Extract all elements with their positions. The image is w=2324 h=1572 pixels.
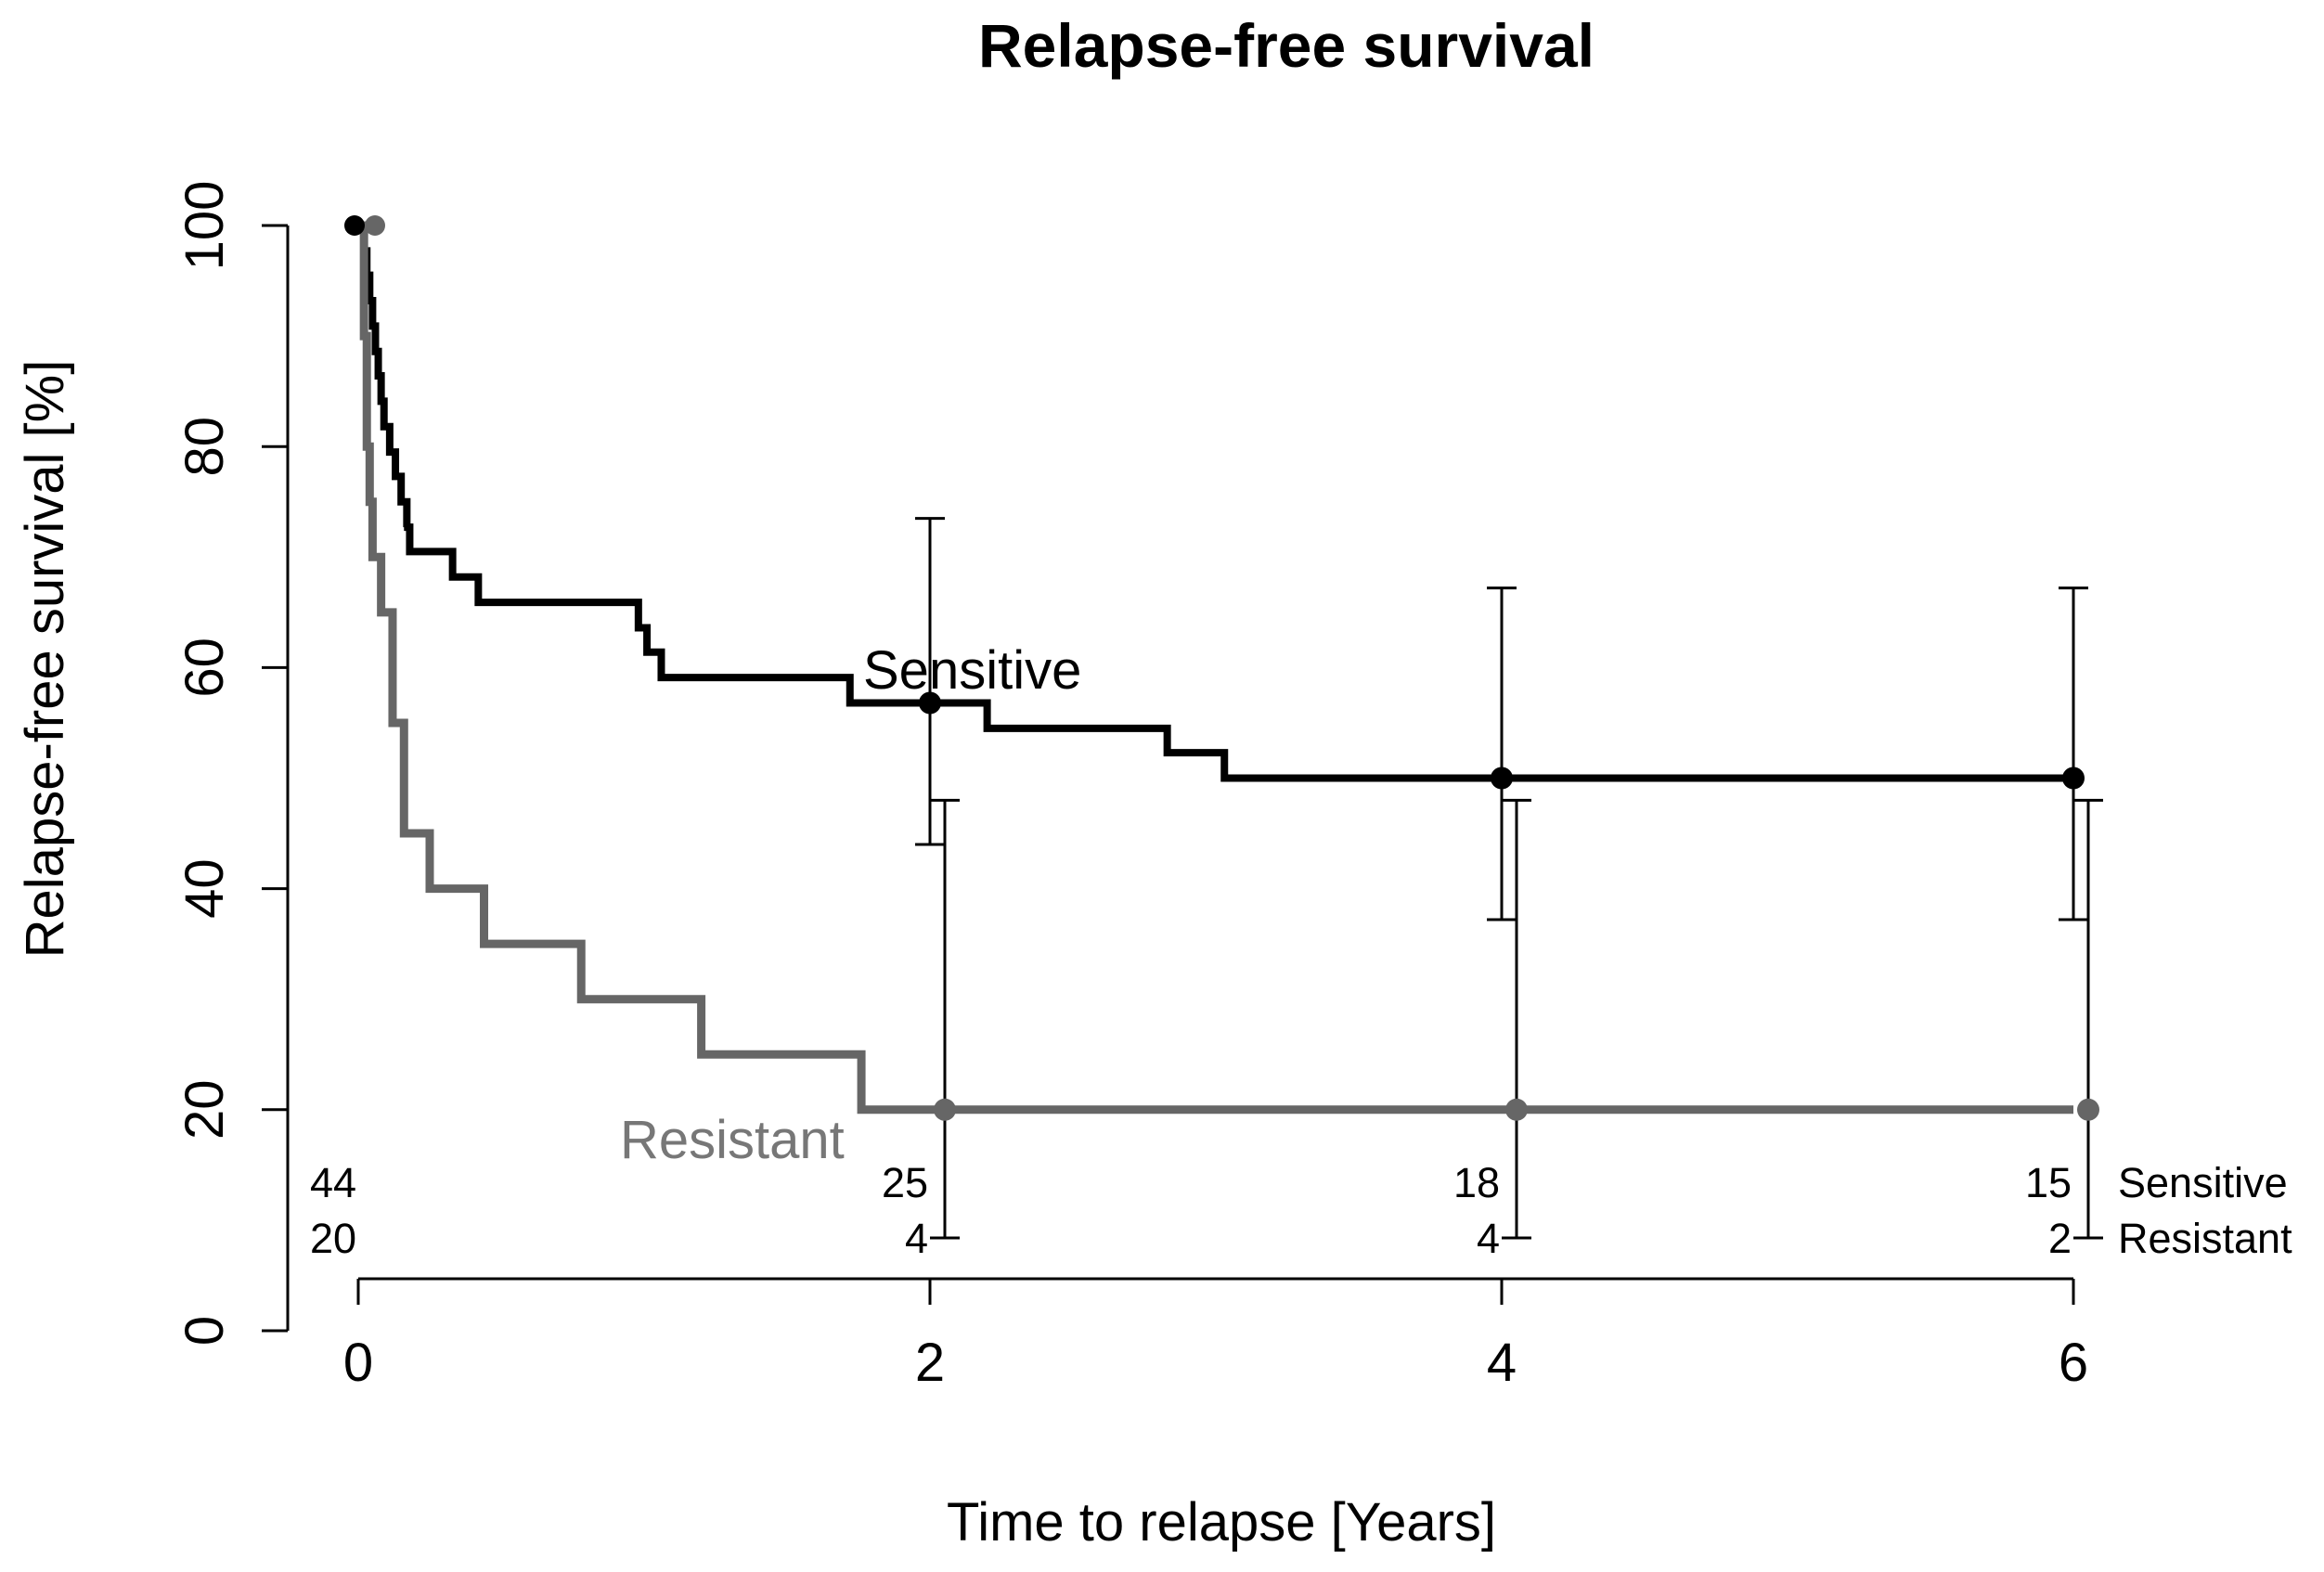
sensitive-marker: [1491, 767, 1513, 790]
resistant-curve: [358, 221, 2073, 1115]
x-tick-label: 0: [343, 1333, 373, 1393]
y-tick-label: 20: [174, 1080, 235, 1140]
risk-count: 25: [882, 1159, 928, 1206]
risk-count: 18: [1453, 1159, 1500, 1206]
sensitive-curve: [358, 222, 2073, 782]
x-tick-label: 2: [915, 1333, 945, 1393]
risk-count: 44: [310, 1159, 356, 1206]
x-tick-label: 6: [2059, 1333, 2088, 1393]
y-tick-label: 80: [174, 417, 235, 477]
y-tick-label: 100: [174, 181, 235, 271]
sensitive-curve-label: Sensitive: [863, 640, 1081, 701]
risk-row-label: Resistant: [2118, 1215, 2292, 1262]
risk-count: 20: [310, 1215, 356, 1262]
confidence-interval-bars: [915, 517, 2103, 1240]
y-tick-label: 40: [174, 858, 235, 919]
y-tick-label: 0: [174, 1316, 235, 1346]
y-axis-title: Relapse-free survival [%]: [15, 360, 75, 959]
x-axis-title: Time to relapse [Years]: [947, 1492, 1496, 1553]
survival-markers: [344, 215, 2099, 1121]
x-axis: 0 2 4 6: [343, 1277, 2088, 1393]
sensitive-start-marker: [344, 215, 365, 236]
risk-count: 4: [1477, 1215, 1500, 1262]
sensitive-marker: [919, 691, 941, 715]
y-tick-label: 60: [174, 638, 235, 698]
x-tick-label: 4: [1487, 1333, 1517, 1393]
survival-curves: [358, 221, 2073, 1115]
risk-count: 2: [2048, 1215, 2072, 1262]
resistant-marker: [2077, 1098, 2099, 1121]
resistant-start-marker: [365, 215, 385, 236]
risk-count: 4: [905, 1215, 928, 1262]
resistant-marker: [1505, 1098, 1528, 1121]
resistant-curve-label: Resistant: [620, 1110, 845, 1170]
y-axis: 0 20 40 60 80 100: [174, 181, 290, 1346]
risk-count: 15: [2025, 1159, 2072, 1206]
chart-title: Relapse-free survival: [978, 11, 1595, 80]
risk-row-label: Sensitive: [2118, 1159, 2288, 1206]
sensitive-marker: [2062, 767, 2085, 790]
resistant-marker: [934, 1098, 956, 1121]
